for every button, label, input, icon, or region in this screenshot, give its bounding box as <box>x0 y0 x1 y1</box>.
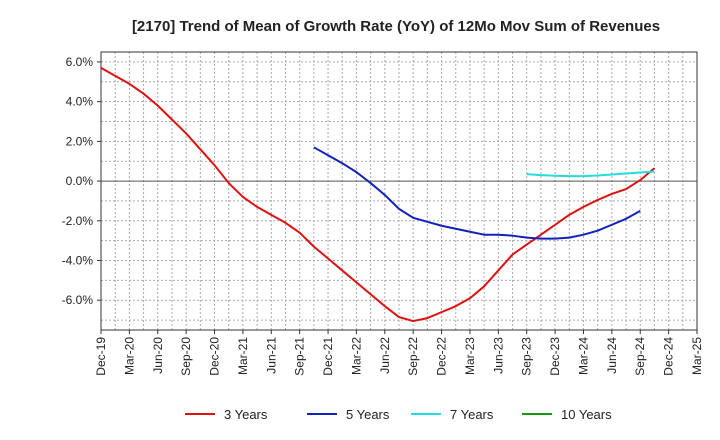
x-tick-label: Mar-22 <box>349 337 363 375</box>
x-tick-label: Sep-20 <box>179 337 193 376</box>
y-tick-label: -6.0% <box>62 293 94 307</box>
x-tick-label: Dec-24 <box>662 337 676 376</box>
x-tick-label: Mar-23 <box>463 337 477 375</box>
y-tick-label: 0.0% <box>66 174 94 188</box>
series-line-3-years <box>100 67 656 323</box>
plot-frame <box>100 51 698 331</box>
legend-label: 10 Years <box>561 407 612 422</box>
y-tick-label: 2.0% <box>66 134 94 148</box>
y-tick-label: 6.0% <box>66 55 94 69</box>
plot-area <box>101 52 697 330</box>
grid <box>101 52 697 330</box>
x-tick-label: Sep-22 <box>406 337 420 376</box>
legend-label: 3 Years <box>224 407 268 422</box>
legend-label: 7 Years <box>450 407 494 422</box>
x-tick-label: Mar-24 <box>576 337 590 375</box>
x-tick-label: Dec-21 <box>321 337 335 376</box>
x-tick-label: Sep-23 <box>520 337 534 376</box>
axes: 6.0% 4.0% 2.0% 0.0% -2.0% -4.0% -6.0% Dec-19 Mar… <box>62 51 704 376</box>
x-tick-label: Dec-22 <box>435 337 449 376</box>
series-line-7-years <box>526 170 655 178</box>
series-line-5-years <box>313 146 641 240</box>
legend-label: 5 Years <box>346 407 390 422</box>
x-tick-label: Jun-20 <box>151 337 165 374</box>
legend: 3 Years 5 Years 7 Years 10 Years <box>185 407 612 422</box>
x-tick-label: Mar-21 <box>236 337 250 375</box>
x-tick-label: Mar-20 <box>122 337 136 375</box>
x-tick-label: Dec-20 <box>208 337 222 376</box>
x-tick-label: Jun-21 <box>264 337 278 374</box>
series-lines <box>100 67 656 323</box>
x-tick-label: Jun-24 <box>605 337 619 374</box>
x-tick-label: Sep-24 <box>633 337 647 376</box>
x-tick-label: Dec-23 <box>548 337 562 376</box>
x-tick-label: Dec-19 <box>94 337 108 376</box>
y-tick-label: 4.0% <box>66 95 94 109</box>
x-tick-label: Mar-25 <box>690 337 704 375</box>
y-tick-label: -4.0% <box>62 254 94 268</box>
y-tick-label: -2.0% <box>62 214 94 228</box>
x-tick-label: Sep-21 <box>293 337 307 376</box>
chart-title: [2170] Trend of Mean of Growth Rate (YoY… <box>132 18 660 35</box>
x-tick-label: Jun-22 <box>378 337 392 374</box>
x-tick-label: Jun-23 <box>491 337 505 374</box>
